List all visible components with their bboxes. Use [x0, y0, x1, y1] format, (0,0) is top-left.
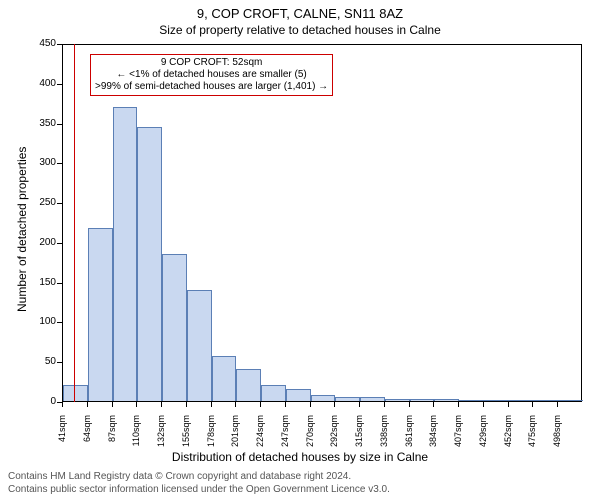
- x-tick: [62, 402, 63, 407]
- y-tick: [57, 44, 62, 45]
- x-tick: [235, 402, 236, 407]
- histogram-bar: [434, 399, 459, 401]
- x-tick: [359, 402, 360, 407]
- x-tick: [433, 402, 434, 407]
- histogram-bar: [360, 397, 385, 401]
- x-tick: [211, 402, 212, 407]
- footer-line2: Contains public sector information licen…: [8, 483, 390, 496]
- x-tick: [136, 402, 137, 407]
- histogram-bar: [533, 400, 558, 401]
- x-tick: [285, 402, 286, 407]
- y-tick: [57, 243, 62, 244]
- histogram-bar: [162, 254, 187, 401]
- plot-area: [62, 44, 582, 402]
- histogram-bar: [286, 389, 311, 401]
- histogram-bar: [410, 399, 435, 401]
- y-tick-label: 450: [28, 38, 56, 49]
- chart-title-sub: Size of property relative to detached ho…: [0, 21, 600, 37]
- x-tick: [508, 402, 509, 407]
- y-tick: [57, 84, 62, 85]
- x-tick-label: 361sqm: [404, 415, 414, 455]
- y-tick-label: 100: [28, 316, 56, 327]
- x-tick-label: 270sqm: [305, 415, 315, 455]
- x-tick: [409, 402, 410, 407]
- annotation-line3: >99% of semi-detached houses are larger …: [95, 81, 328, 93]
- footer-attribution: Contains HM Land Registry data © Crown c…: [8, 470, 390, 496]
- footer-line1: Contains HM Land Registry data © Crown c…: [8, 470, 390, 483]
- annotation-box: 9 COP CROFT: 52sqm ← <1% of detached hou…: [90, 54, 333, 96]
- x-tick: [87, 402, 88, 407]
- histogram-bar: [236, 369, 261, 401]
- x-tick-label: 87sqm: [107, 415, 117, 455]
- x-tick: [186, 402, 187, 407]
- y-tick: [57, 362, 62, 363]
- chart-container: 9, COP CROFT, CALNE, SN11 8AZ Size of pr…: [0, 0, 600, 500]
- histogram-bar: [484, 400, 509, 401]
- x-tick-label: 64sqm: [82, 415, 92, 455]
- y-tick-label: 400: [28, 78, 56, 89]
- x-tick: [334, 402, 335, 407]
- x-tick-label: 224sqm: [255, 415, 265, 455]
- chart-title-main: 9, COP CROFT, CALNE, SN11 8AZ: [0, 0, 600, 21]
- histogram-bar: [63, 385, 88, 401]
- x-tick-label: 41sqm: [57, 415, 67, 455]
- histogram-bar: [261, 385, 286, 401]
- x-tick-label: 407sqm: [453, 415, 463, 455]
- y-tick-label: 150: [28, 277, 56, 288]
- y-tick-label: 50: [28, 356, 56, 367]
- annotation-line1: 9 COP CROFT: 52sqm: [95, 57, 328, 69]
- x-tick-label: 475sqm: [527, 415, 537, 455]
- histogram-bar: [558, 400, 583, 401]
- y-tick-label: 350: [28, 118, 56, 129]
- x-tick: [161, 402, 162, 407]
- y-tick-label: 0: [28, 396, 56, 407]
- x-tick-label: 155sqm: [181, 415, 191, 455]
- x-tick-label: 201sqm: [230, 415, 240, 455]
- x-tick: [112, 402, 113, 407]
- x-tick-label: 110sqm: [131, 415, 141, 455]
- y-tick: [57, 124, 62, 125]
- x-tick: [384, 402, 385, 407]
- x-tick: [458, 402, 459, 407]
- histogram-bar: [335, 397, 360, 401]
- x-tick: [310, 402, 311, 407]
- histogram-bar: [212, 356, 237, 401]
- x-tick-label: 384sqm: [428, 415, 438, 455]
- x-tick-label: 429sqm: [478, 415, 488, 455]
- y-tick-label: 300: [28, 157, 56, 168]
- y-tick: [57, 203, 62, 204]
- y-tick: [57, 322, 62, 323]
- x-tick-label: 498sqm: [552, 415, 562, 455]
- x-tick-label: 132sqm: [156, 415, 166, 455]
- x-tick-label: 247sqm: [280, 415, 290, 455]
- x-tick: [532, 402, 533, 407]
- y-tick-label: 250: [28, 197, 56, 208]
- y-tick: [57, 283, 62, 284]
- histogram-bar: [509, 400, 534, 401]
- x-tick-label: 452sqm: [503, 415, 513, 455]
- x-tick-label: 315sqm: [354, 415, 364, 455]
- x-tick-label: 338sqm: [379, 415, 389, 455]
- annotation-line2: ← <1% of detached houses are smaller (5): [95, 69, 328, 81]
- y-tick: [57, 163, 62, 164]
- y-axis-label: Number of detached properties: [15, 132, 29, 312]
- x-tick: [557, 402, 558, 407]
- histogram-bar: [459, 400, 484, 401]
- x-tick-label: 178sqm: [206, 415, 216, 455]
- histogram-bar: [311, 395, 336, 401]
- histogram-bar: [113, 107, 138, 401]
- property-marker-line: [74, 44, 75, 402]
- x-tick-label: 292sqm: [329, 415, 339, 455]
- histogram-bar: [88, 228, 113, 401]
- x-tick: [483, 402, 484, 407]
- histogram-bar: [187, 290, 212, 401]
- x-tick: [260, 402, 261, 407]
- y-tick-label: 200: [28, 237, 56, 248]
- histogram-bar: [385, 399, 410, 401]
- histogram-bar: [137, 127, 162, 401]
